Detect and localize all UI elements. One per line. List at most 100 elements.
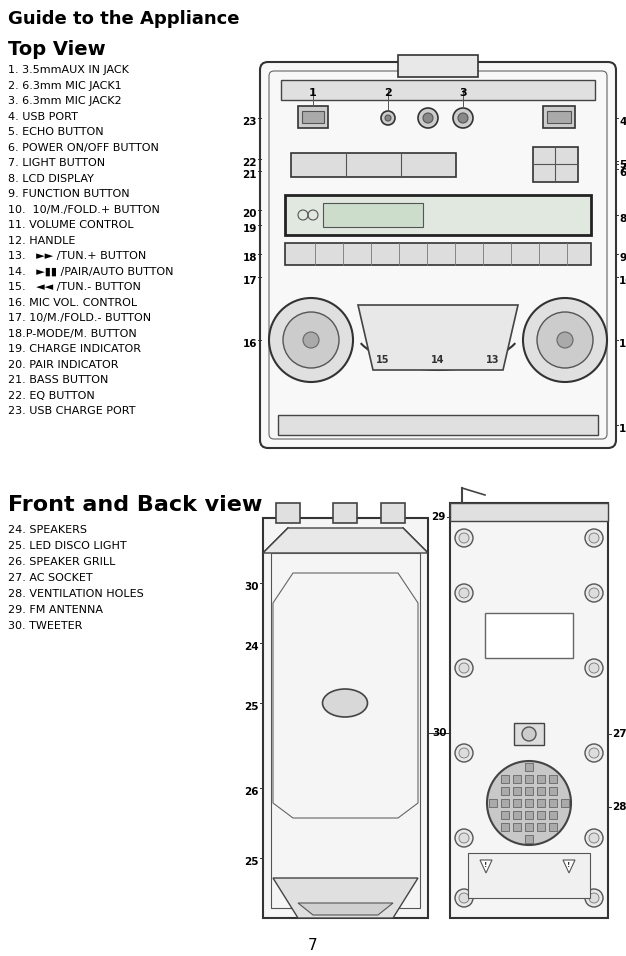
Circle shape [589, 833, 599, 843]
Circle shape [455, 744, 473, 762]
Text: 3. 6.3mm MIC JACK2: 3. 6.3mm MIC JACK2 [8, 96, 121, 106]
Text: 9. FUNCTION BUTTON: 9. FUNCTION BUTTON [8, 189, 130, 199]
Circle shape [487, 761, 571, 845]
Text: 27: 27 [612, 729, 626, 739]
Bar [549, 823, 557, 831]
Text: 7: 7 [308, 938, 318, 953]
Circle shape [453, 108, 473, 128]
Text: 14: 14 [431, 355, 444, 365]
Bar [285, 243, 591, 265]
Text: 11. VOLUME CONTROL: 11. VOLUME CONTROL [8, 220, 133, 230]
Text: 27. AC SOCKET: 27. AC SOCKET [8, 573, 93, 583]
Circle shape [585, 829, 603, 847]
Bar [501, 775, 509, 783]
Text: !: ! [485, 862, 488, 868]
Circle shape [585, 659, 603, 677]
Text: 8: 8 [619, 214, 626, 224]
Bar [333, 503, 357, 523]
Text: 25. LED DISCO LIGHT: 25. LED DISCO LIGHT [8, 541, 126, 551]
Text: 2: 2 [384, 88, 392, 98]
Text: 16: 16 [242, 339, 257, 349]
Bar [525, 787, 533, 795]
Text: 23. USB CHARGE PORT: 23. USB CHARGE PORT [8, 406, 135, 416]
Text: 7: 7 [619, 163, 626, 173]
Bar [501, 799, 509, 807]
Circle shape [589, 748, 599, 758]
Text: 3: 3 [459, 88, 467, 98]
Bar [543, 106, 575, 128]
Bar [398, 55, 478, 77]
Bar [291, 153, 456, 177]
FancyBboxPatch shape [260, 62, 616, 448]
Bar [514, 723, 544, 745]
Text: 20. PAIR INDICATOR: 20. PAIR INDICATOR [8, 359, 118, 370]
Bar [537, 799, 545, 807]
Text: 7. LIGHT BUTTON: 7. LIGHT BUTTON [8, 158, 105, 168]
Text: 23: 23 [242, 117, 257, 127]
Bar [450, 503, 608, 521]
Circle shape [585, 889, 603, 907]
Bar [276, 503, 300, 523]
Polygon shape [298, 903, 393, 915]
Bar [525, 763, 533, 771]
Bar [271, 553, 420, 908]
Bar [533, 147, 578, 182]
Text: 1. 3.5mmAUX IN JACK: 1. 3.5mmAUX IN JACK [8, 65, 129, 75]
Text: 10.  10/M./FOLD.+ BUTTON: 10. 10/M./FOLD.+ BUTTON [8, 205, 160, 214]
Bar [549, 775, 557, 783]
Bar [381, 503, 405, 523]
Bar [513, 823, 521, 831]
Text: 4. USB PORT: 4. USB PORT [8, 112, 78, 121]
Text: Front and Back view: Front and Back view [8, 495, 262, 515]
Text: 24. SPEAKERS: 24. SPEAKERS [8, 525, 87, 535]
Circle shape [455, 889, 473, 907]
Text: 5. ECHO BUTTON: 5. ECHO BUTTON [8, 127, 104, 137]
Bar [549, 787, 557, 795]
Text: 17. 10/M./FOLD.- BUTTON: 17. 10/M./FOLD.- BUTTON [8, 313, 151, 323]
Text: 6. POWER ON/OFF BUTTON: 6. POWER ON/OFF BUTTON [8, 142, 159, 153]
Circle shape [589, 663, 599, 673]
Text: 26. SPEAKER GRILL: 26. SPEAKER GRILL [8, 557, 115, 567]
Bar [561, 799, 569, 807]
Polygon shape [263, 528, 428, 553]
Text: 29. FM ANTENNA: 29. FM ANTENNA [8, 605, 103, 615]
Text: 4: 4 [619, 117, 626, 127]
Circle shape [589, 588, 599, 598]
Circle shape [459, 833, 469, 843]
Polygon shape [563, 860, 575, 873]
Text: 10: 10 [619, 276, 626, 286]
Bar [501, 811, 509, 819]
Circle shape [522, 727, 536, 741]
Text: 5: 5 [619, 160, 626, 170]
Bar [513, 787, 521, 795]
Text: 28. VENTILATION HOLES: 28. VENTILATION HOLES [8, 589, 144, 599]
Bar [263, 518, 428, 918]
Text: 20: 20 [242, 209, 257, 219]
Text: 8. LCD DISPLAY: 8. LCD DISPLAY [8, 173, 94, 184]
Text: 12. HANDLE: 12. HANDLE [8, 235, 75, 246]
Bar [298, 106, 328, 128]
Bar [525, 835, 533, 843]
Circle shape [269, 298, 353, 382]
Bar [501, 823, 509, 831]
Bar [302, 111, 324, 123]
Circle shape [585, 744, 603, 762]
Text: 17: 17 [242, 276, 257, 286]
Bar [285, 195, 591, 235]
Bar [513, 811, 521, 819]
Bar [549, 799, 557, 807]
Text: 21: 21 [242, 170, 257, 180]
Circle shape [455, 529, 473, 547]
Circle shape [385, 115, 391, 121]
Text: 30: 30 [245, 582, 259, 592]
Bar [525, 811, 533, 819]
Circle shape [381, 111, 395, 125]
Circle shape [283, 312, 339, 368]
Circle shape [418, 108, 438, 128]
Circle shape [589, 893, 599, 903]
Text: 30. TWEETER: 30. TWEETER [8, 621, 83, 631]
Text: 1: 1 [309, 88, 317, 98]
Circle shape [423, 113, 433, 123]
Text: 30: 30 [432, 728, 446, 738]
Bar [485, 613, 573, 658]
